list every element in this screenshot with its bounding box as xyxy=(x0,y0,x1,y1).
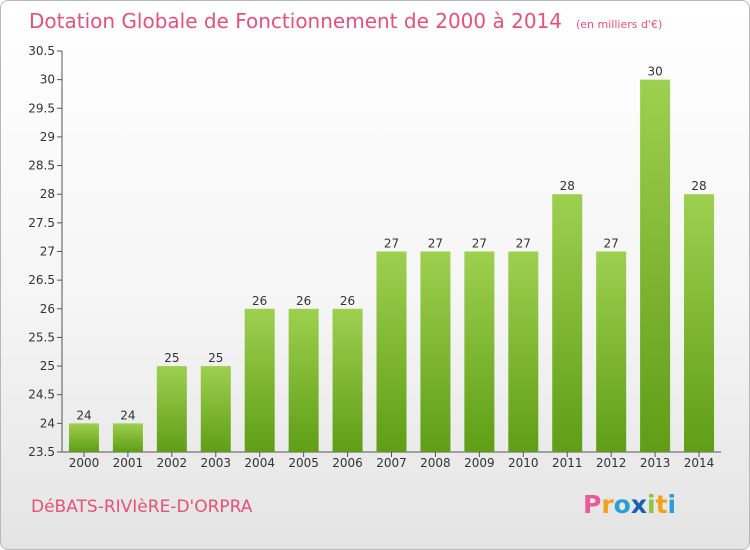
chart-unit: (en milliers d'€) xyxy=(576,18,663,31)
bar-value-label: 27 xyxy=(428,237,443,251)
bar xyxy=(508,251,539,452)
logo-letter: x xyxy=(630,490,647,519)
chart-title-text: Dotation Globale de Fonctionnement de 20… xyxy=(29,9,562,33)
y-tick-label: 24.5 xyxy=(28,388,55,402)
x-tick-label: 2007 xyxy=(376,456,407,470)
chart-axes: 23.5 24 24.5 25 25.5 26 26.5 27 27.5 28 28.5 29 29.5… xyxy=(28,44,721,470)
bar xyxy=(420,251,451,452)
bar-value-label: 25 xyxy=(208,351,223,365)
bar xyxy=(68,423,99,452)
chart-bars: 24 24 25 25 26 26 26 27 27 27 27 28 27 30 28 xyxy=(68,65,715,453)
x-tick-label: 2011 xyxy=(552,456,583,470)
bar-value-label: 24 xyxy=(76,408,91,422)
chart-title: Dotation Globale de Fonctionnement de 20… xyxy=(29,9,662,33)
bar-value-label: 27 xyxy=(472,237,487,251)
y-tick-label: 27 xyxy=(40,245,55,259)
y-tick-label: 24 xyxy=(40,416,55,430)
x-tick-label: 2001 xyxy=(113,456,144,470)
bar xyxy=(684,194,715,452)
bar-value-label: 27 xyxy=(604,237,619,251)
x-tick-label: 2005 xyxy=(288,456,319,470)
logo-letter: i xyxy=(647,490,656,519)
x-tick-label: 2000 xyxy=(69,456,100,470)
bar xyxy=(112,423,143,452)
y-tick-label: 28.5 xyxy=(28,159,55,173)
bar xyxy=(288,308,319,452)
y-tick-label: 29 xyxy=(40,130,55,144)
y-tick-label: 30 xyxy=(40,73,55,87)
x-tick-label: 2006 xyxy=(332,456,363,470)
x-tick-label: 2009 xyxy=(464,456,495,470)
bar xyxy=(464,251,495,452)
bar xyxy=(244,308,275,452)
bar-value-label: 27 xyxy=(384,237,399,251)
bar-value-label: 25 xyxy=(164,351,179,365)
bar-value-label: 26 xyxy=(296,294,311,308)
x-tick-label: 2004 xyxy=(244,456,275,470)
x-tick-label: 2014 xyxy=(684,456,715,470)
y-tick-label: 25 xyxy=(40,359,55,373)
y-tick-label: 28 xyxy=(40,187,55,201)
logo-letter: o xyxy=(613,490,631,519)
logo-letter: r xyxy=(601,490,614,519)
bar-value-label: 28 xyxy=(691,179,706,193)
bar xyxy=(376,251,407,452)
bar-value-label: 26 xyxy=(252,294,267,308)
proxiti-logo: Proxiti xyxy=(583,490,676,519)
y-tick-label: 30.5 xyxy=(28,44,55,58)
bar-value-label: 27 xyxy=(516,237,531,251)
logo-letter: t xyxy=(655,490,668,519)
bar xyxy=(332,308,363,452)
x-tick-label: 2010 xyxy=(508,456,539,470)
x-tick-label: 2003 xyxy=(200,456,231,470)
x-tick-label: 2002 xyxy=(157,456,188,470)
x-tick-label: 2013 xyxy=(640,456,671,470)
y-tick-label: 26 xyxy=(40,302,55,316)
bar xyxy=(200,366,231,452)
y-tick-label: 27.5 xyxy=(28,216,55,230)
y-tick-label: 25.5 xyxy=(28,330,55,344)
bar-value-label: 30 xyxy=(647,65,662,79)
logo-letter: P xyxy=(583,490,602,519)
logo-letter: i xyxy=(667,490,677,519)
y-tick-label: 29.5 xyxy=(28,101,55,115)
y-tick-label: 23.5 xyxy=(28,445,55,459)
commune-name: DéBATS-RIVIèRE-D'ORPRA xyxy=(31,497,253,517)
bar xyxy=(552,194,583,452)
x-tick-label: 2012 xyxy=(596,456,627,470)
bar xyxy=(156,366,187,452)
y-tick-label: 26.5 xyxy=(28,273,55,287)
bar-value-label: 26 xyxy=(340,294,355,308)
bar-value-label: 24 xyxy=(120,408,135,422)
bar-value-label: 28 xyxy=(560,179,575,193)
x-tick-label: 2008 xyxy=(420,456,451,470)
bar xyxy=(596,251,627,452)
bar xyxy=(640,79,671,453)
